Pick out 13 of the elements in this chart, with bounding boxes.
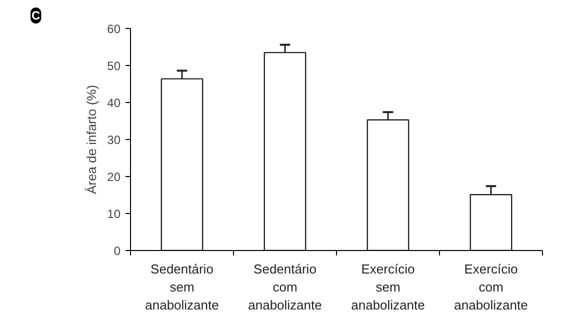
y-tick-label: 20: [107, 170, 121, 184]
x-tick-label: Sedentário com anabolizante: [248, 262, 322, 312]
y-tick-label: 30: [107, 133, 121, 147]
y-tick-label: 50: [107, 59, 121, 73]
x-tick-label: Sedentário sem anabolizante: [145, 262, 219, 312]
x-tick-label: Exercício sem anabolizante: [351, 262, 425, 312]
text: C: [32, 8, 40, 22]
y-tick-label: 0: [114, 244, 121, 258]
y-tick-label: 40: [107, 96, 121, 110]
y-tick-label: 10: [107, 207, 121, 221]
y-axis-title: Área de infarto (%): [84, 84, 100, 194]
y-tick-label: 60: [107, 22, 121, 36]
x-tick-label: Exercício com anabolizante: [454, 262, 528, 312]
